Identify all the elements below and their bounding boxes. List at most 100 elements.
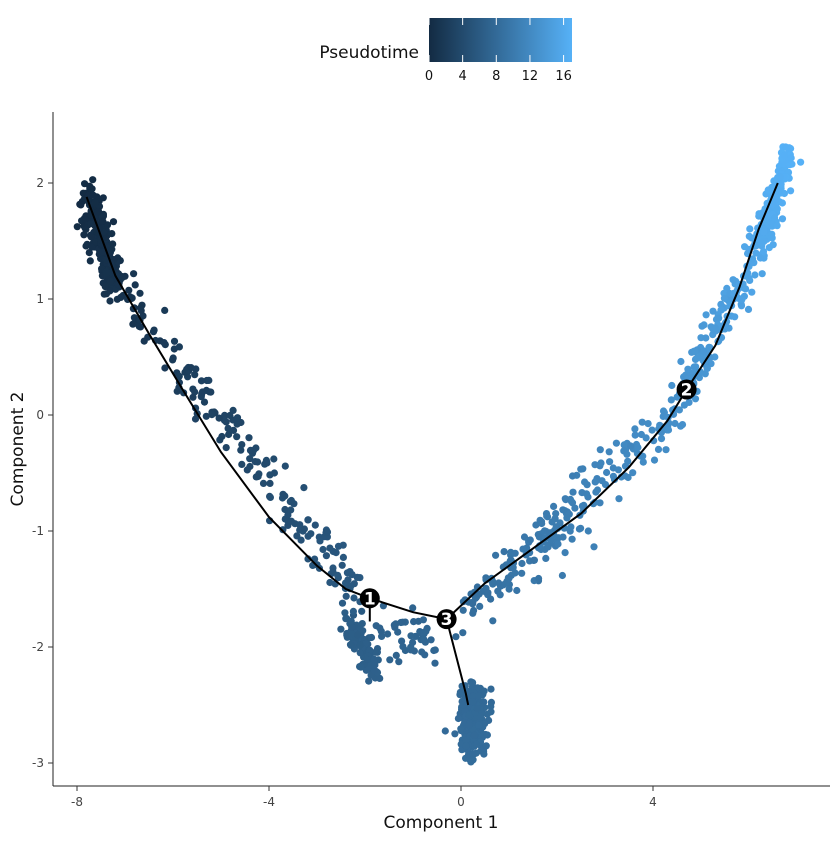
branch-point-label: 1 (364, 589, 376, 609)
data-point (427, 636, 435, 644)
data-point (563, 514, 571, 522)
data-point (467, 758, 475, 766)
data-point (287, 506, 295, 514)
data-point (505, 585, 513, 593)
data-point (770, 177, 778, 185)
data-point (229, 426, 238, 434)
data-point (737, 302, 746, 310)
data-point (462, 742, 470, 750)
data-point (334, 571, 342, 579)
data-point (725, 324, 733, 332)
data-point (91, 198, 99, 207)
data-point (612, 439, 621, 447)
data-point (252, 473, 260, 481)
data-point (394, 628, 402, 636)
branch-point-label: 2 (681, 380, 693, 400)
data-point (129, 320, 137, 328)
data-point (620, 441, 628, 449)
data-point (691, 395, 700, 403)
data-point (430, 646, 438, 655)
data-point (489, 617, 497, 625)
data-point (496, 591, 504, 599)
data-point (150, 326, 158, 334)
data-point (474, 684, 482, 692)
data-point (344, 576, 352, 584)
data-point (749, 255, 757, 263)
data-point (160, 339, 168, 347)
data-point (774, 187, 783, 195)
data-point (347, 641, 355, 649)
data-point (106, 297, 114, 305)
data-point (476, 602, 484, 611)
branch-point-marker (436, 609, 457, 630)
data-point (238, 460, 246, 468)
data-point (287, 517, 295, 525)
data-point (470, 606, 478, 615)
data-point (238, 441, 246, 449)
data-point (454, 714, 462, 723)
data-point (756, 254, 765, 262)
colorbar (429, 18, 572, 62)
data-point (457, 725, 465, 733)
data-point (350, 594, 358, 602)
data-point (581, 478, 589, 486)
data-point (378, 632, 386, 641)
data-point (106, 277, 115, 286)
data-point (259, 479, 268, 487)
data-point (505, 574, 513, 582)
data-point (729, 276, 737, 284)
data-point (348, 571, 356, 579)
data-point (279, 526, 287, 534)
data-point (797, 158, 805, 166)
data-point (776, 173, 784, 181)
data-point (748, 288, 756, 296)
data-point (108, 230, 116, 238)
data-point (192, 365, 200, 373)
data-point (695, 374, 704, 382)
data-point (659, 407, 668, 415)
data-point (591, 478, 599, 486)
data-point (720, 294, 729, 302)
data-point (519, 545, 527, 553)
data-point (356, 649, 364, 657)
branch-point-marker (676, 379, 697, 400)
data-point (395, 658, 403, 666)
data-point (87, 220, 95, 228)
branch-point-marker (359, 588, 380, 609)
data-point (751, 271, 759, 279)
data-point (684, 365, 692, 373)
data-point (348, 623, 356, 631)
data-point (487, 685, 495, 693)
data-point (266, 493, 274, 501)
legend-tick-label: 0 (425, 69, 433, 84)
data-point (690, 363, 698, 371)
data-point (270, 455, 278, 463)
data-point (518, 569, 526, 577)
branch-point-label: 3 (441, 610, 453, 630)
data-point (631, 431, 639, 439)
data-point (500, 548, 508, 556)
data-point (191, 371, 199, 379)
data-point (286, 498, 294, 506)
data-point (644, 420, 652, 428)
data-point (207, 388, 215, 396)
data-point (702, 334, 710, 342)
data-point (782, 143, 790, 151)
data-point (552, 509, 560, 518)
data-point (511, 569, 519, 577)
data-point (717, 306, 725, 314)
data-point (130, 270, 138, 278)
data-point (473, 705, 481, 713)
data-point (266, 479, 274, 487)
data-point (571, 504, 579, 512)
data-point (685, 398, 693, 406)
data-point (469, 750, 477, 758)
data-point (746, 225, 754, 233)
data-point (322, 552, 330, 560)
y-tick-label: -1 (32, 524, 44, 538)
data-point (334, 542, 343, 550)
data-point (329, 547, 337, 556)
data-point (667, 396, 675, 404)
data-point (349, 607, 357, 616)
data-point (590, 543, 598, 551)
